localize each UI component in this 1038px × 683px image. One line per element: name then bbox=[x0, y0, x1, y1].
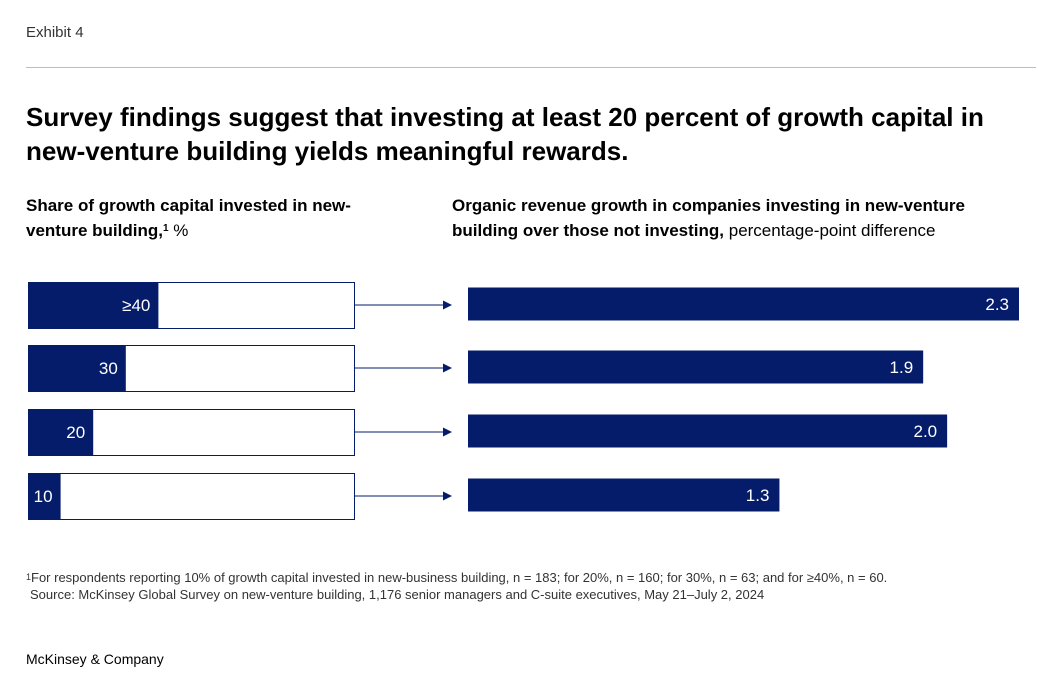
share-bar-2 bbox=[28, 409, 94, 456]
brand-logo-text: McKinsey & Company bbox=[26, 651, 164, 667]
share-label-2: 20 bbox=[66, 423, 85, 442]
chart-title: Survey findings suggest that investing a… bbox=[26, 102, 984, 166]
footnote-marker: 1 bbox=[26, 572, 32, 582]
growth-value-label-0: 2.3 bbox=[985, 295, 1009, 314]
share-label-0: ≥40 bbox=[122, 296, 150, 315]
share-bar-1 bbox=[28, 345, 126, 392]
left-subtitle-bold: Share of growth capital invested in new-… bbox=[26, 196, 351, 240]
footnote: 1For respondents reporting 10% of growth… bbox=[26, 569, 1026, 603]
growth-bar-0 bbox=[468, 287, 1019, 321]
right-panel-subtitle: Organic revenue growth in companies inve… bbox=[452, 193, 1022, 243]
share-label-1: 30 bbox=[99, 359, 118, 378]
exhibit-label: Exhibit 4 bbox=[26, 24, 84, 41]
share-bar-0 bbox=[28, 282, 159, 329]
footnote-line: 1For respondents reporting 10% of growth… bbox=[26, 569, 1026, 586]
right-subtitle-bold: Organic revenue growth in companies inve… bbox=[452, 196, 965, 240]
growth-bar-2 bbox=[468, 414, 948, 448]
header-divider bbox=[26, 67, 1036, 68]
right-subtitle-unit: percentage-point difference bbox=[724, 221, 936, 240]
connector-arrowhead-3 bbox=[443, 491, 452, 501]
growth-value-label-1: 1.9 bbox=[890, 358, 914, 377]
connector-arrowhead-1 bbox=[443, 363, 452, 373]
growth-bar-1 bbox=[468, 350, 924, 384]
footnote-text: For respondents reporting 10% of growth … bbox=[31, 570, 888, 585]
connector-arrowhead-2 bbox=[443, 427, 452, 437]
left-subtitle-footnote-marker: 1 bbox=[162, 223, 169, 234]
share-box-3 bbox=[28, 473, 355, 520]
left-subtitle-unit: % bbox=[168, 221, 189, 240]
source-line: Source: McKinsey Global Survey on new-ve… bbox=[30, 587, 765, 602]
share-label-3: 10 bbox=[34, 487, 53, 506]
share-bar-3 bbox=[28, 473, 61, 520]
growth-value-label-2: 2.0 bbox=[913, 422, 937, 441]
growth-bar-3 bbox=[468, 478, 780, 512]
growth-value-label-3: 1.3 bbox=[746, 486, 770, 505]
left-panel-subtitle: Share of growth capital invested in new-… bbox=[26, 193, 356, 243]
connector-arrowhead-0 bbox=[443, 300, 452, 310]
